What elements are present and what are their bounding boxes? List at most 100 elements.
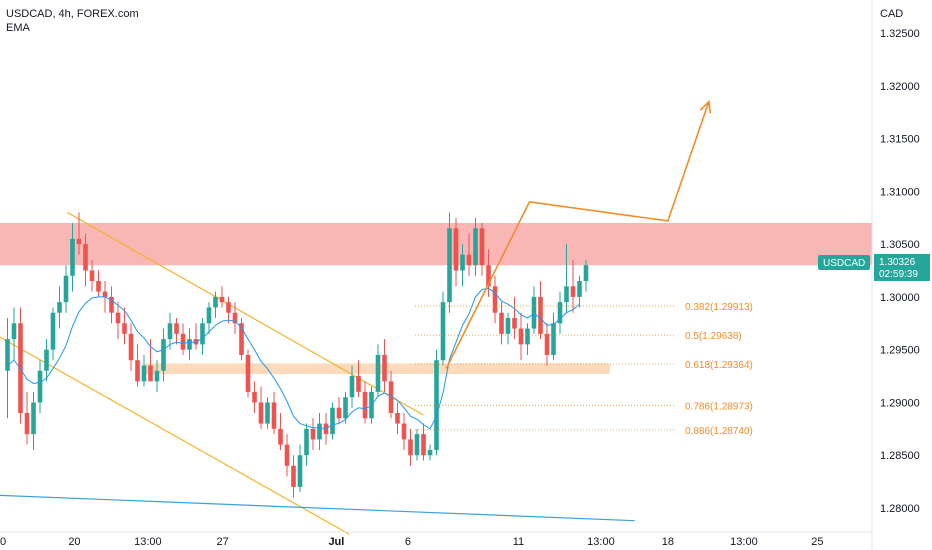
currency-label: CAD xyxy=(880,8,903,20)
candle-body[interactable] xyxy=(135,360,140,382)
time-tick-label: 11 xyxy=(513,536,524,548)
candle-body[interactable] xyxy=(141,365,147,382)
indicator-label[interactable]: EMA xyxy=(6,22,31,34)
candle-body[interactable] xyxy=(174,323,179,334)
candle-body[interactable] xyxy=(128,333,134,361)
candle-body[interactable] xyxy=(447,228,452,303)
candle-body[interactable] xyxy=(362,391,368,419)
candle-body[interactable] xyxy=(239,323,244,355)
candle-body[interactable] xyxy=(219,296,225,303)
candle-body[interactable] xyxy=(583,265,589,282)
candle-body[interactable] xyxy=(271,402,277,429)
candle-body[interactable] xyxy=(343,397,348,419)
time-tick-label: 27 xyxy=(217,536,229,548)
candle-body[interactable] xyxy=(57,302,62,313)
symbol-price-tag[interactable]: USDCAD 1.30326 02:59:39 xyxy=(818,254,930,281)
candle-body[interactable] xyxy=(180,333,186,350)
candle-body[interactable] xyxy=(460,254,465,271)
candle-body[interactable] xyxy=(427,449,433,456)
candle-body[interactable] xyxy=(466,254,472,266)
candle-body[interactable] xyxy=(492,286,498,313)
channel-line-0[interactable] xyxy=(67,211,424,416)
candle-body[interactable] xyxy=(382,354,387,382)
candle-body[interactable] xyxy=(232,312,238,324)
candle-body[interactable] xyxy=(297,455,303,487)
candle-body[interactable] xyxy=(518,328,524,345)
candle-body[interactable] xyxy=(63,275,69,303)
candle-body[interactable] xyxy=(245,354,251,392)
candle-body[interactable] xyxy=(89,270,95,282)
projection-path[interactable] xyxy=(445,101,710,370)
candle-body[interactable] xyxy=(479,228,485,266)
candle-body[interactable] xyxy=(538,296,543,334)
candle-body[interactable] xyxy=(278,428,283,445)
candle-body[interactable] xyxy=(102,291,108,297)
price-axis[interactable]: 1.32500 1.32000 1.31500 1.31000 1.30500 1.300… xyxy=(880,28,920,515)
candle-body[interactable] xyxy=(388,381,394,413)
candle-body[interactable] xyxy=(76,238,82,245)
candle-body[interactable] xyxy=(154,370,160,382)
resistance-zone[interactable] xyxy=(0,223,872,266)
candle-body[interactable] xyxy=(544,333,550,355)
candle-body[interactable] xyxy=(375,354,381,392)
candle-body[interactable] xyxy=(330,407,335,435)
candle-body[interactable] xyxy=(499,312,504,334)
candle-body[interactable] xyxy=(206,307,212,324)
ema-line[interactable] xyxy=(7,287,580,430)
candle-body[interactable] xyxy=(24,413,30,435)
candle-body[interactable] xyxy=(531,296,537,329)
candle-body[interactable] xyxy=(473,228,478,266)
candle-body[interactable] xyxy=(187,339,192,350)
candle-body[interactable] xyxy=(453,228,459,271)
candle-body[interactable] xyxy=(304,428,309,456)
time-axis[interactable]: :00 20 13:00 27 Jul 6 11 13:00 18 13:00 25 xyxy=(0,536,824,548)
candle-body[interactable] xyxy=(265,402,270,424)
candle-body[interactable] xyxy=(44,349,49,371)
candle-body[interactable] xyxy=(570,286,576,297)
candle-body[interactable] xyxy=(505,318,511,334)
candle-body[interactable] xyxy=(525,328,530,345)
candle-body[interactable] xyxy=(148,365,153,382)
candle-body[interactable] xyxy=(50,312,56,350)
candle-body[interactable] xyxy=(200,323,205,345)
candle-body[interactable] xyxy=(349,376,355,398)
candle-body[interactable] xyxy=(226,302,231,313)
candle-body[interactable] xyxy=(115,312,121,324)
candle-body[interactable] xyxy=(284,444,290,466)
candle-body[interactable] xyxy=(11,323,17,340)
candle-body[interactable] xyxy=(421,434,426,456)
candle-body[interactable] xyxy=(356,376,361,392)
candle-body[interactable] xyxy=(564,286,569,303)
candle-body[interactable] xyxy=(70,238,75,276)
candle-body[interactable] xyxy=(557,302,563,324)
candle-body[interactable] xyxy=(486,265,491,287)
candle-body[interactable] xyxy=(96,281,101,292)
candle-body[interactable] xyxy=(414,434,420,456)
candle-body[interactable] xyxy=(336,407,342,419)
candle-body[interactable] xyxy=(109,296,114,313)
candle-body[interactable] xyxy=(310,428,316,440)
candle-body[interactable] xyxy=(213,296,218,308)
candle-body[interactable] xyxy=(31,402,36,435)
channel-line-1[interactable] xyxy=(0,336,350,535)
candle-body[interactable] xyxy=(395,413,400,424)
trend-line[interactable] xyxy=(0,494,635,522)
candle-body[interactable] xyxy=(122,323,127,334)
candle-body[interactable] xyxy=(512,318,517,329)
candle-body[interactable] xyxy=(317,423,322,440)
candle-body[interactable] xyxy=(291,465,296,487)
candle-body[interactable] xyxy=(37,370,43,403)
candle-body[interactable] xyxy=(551,323,556,355)
candle-body[interactable] xyxy=(408,439,413,456)
price-tick-label: 1.29000 xyxy=(880,397,920,409)
candle-body[interactable] xyxy=(440,302,446,361)
candle-body[interactable] xyxy=(167,323,173,340)
candle-body[interactable] xyxy=(5,339,10,371)
candle-body[interactable] xyxy=(252,391,257,403)
candle-body[interactable] xyxy=(258,402,264,424)
candle-body[interactable] xyxy=(83,244,88,271)
candle-body[interactable] xyxy=(161,339,166,371)
candle-body[interactable] xyxy=(577,281,582,297)
candle-body[interactable] xyxy=(401,423,407,440)
